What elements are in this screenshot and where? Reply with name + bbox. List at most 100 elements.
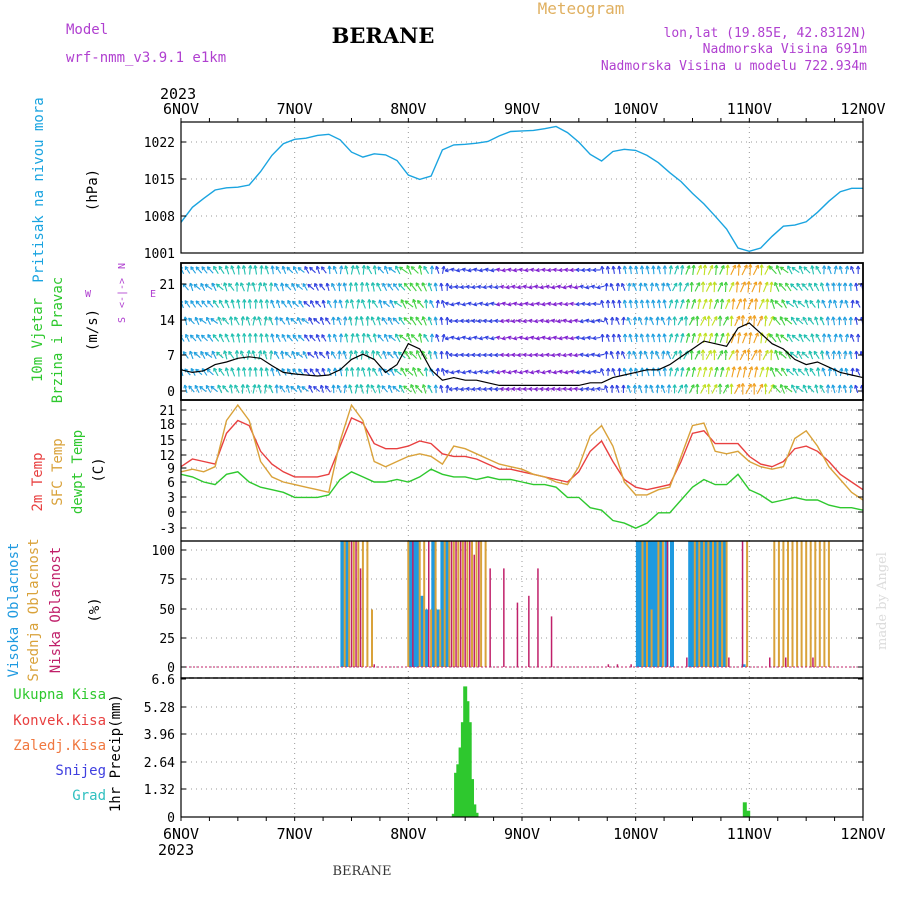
wind-arrow-head bbox=[576, 336, 579, 337]
mid-cloud-bar bbox=[792, 541, 794, 667]
y-tick-label: 1.32 bbox=[144, 783, 175, 798]
compass-s: S bbox=[117, 317, 128, 323]
mid-cloud-bar bbox=[357, 541, 359, 667]
low-cloud-bar bbox=[474, 555, 476, 667]
wind-arrow-head bbox=[796, 386, 800, 387]
high-cloud-bar bbox=[670, 541, 674, 667]
compass-n: N bbox=[117, 263, 128, 269]
x-tick-label-top: 11NOV bbox=[727, 100, 772, 118]
wind-arrow-head bbox=[291, 386, 294, 387]
wind-arrow-head bbox=[768, 367, 769, 370]
wind-arrow-head bbox=[389, 335, 393, 336]
coords-label: lon,lat (19.85E, 42.8312N) bbox=[664, 26, 868, 41]
low-cloud-bar bbox=[351, 541, 353, 667]
wind-arrow-head bbox=[836, 266, 837, 269]
y-tick-label: -3 bbox=[159, 522, 175, 537]
wind-arrow bbox=[404, 318, 411, 325]
wind-arrow-head bbox=[194, 352, 197, 353]
wind-arrow-head bbox=[580, 285, 583, 286]
mid-cloud-bar bbox=[457, 541, 459, 667]
precip-legend-entry: Grad bbox=[72, 788, 106, 804]
wind-arrow-head bbox=[591, 353, 594, 354]
wind-arrow-head bbox=[552, 319, 555, 320]
y-tick-label: 15 bbox=[159, 434, 175, 449]
wind-arrow-head bbox=[512, 285, 515, 286]
mid-cloud-bar bbox=[717, 541, 719, 667]
mid-cloud-bar bbox=[801, 541, 803, 667]
mid-cloud-bar bbox=[819, 541, 821, 667]
wind-arrow-head bbox=[781, 335, 784, 336]
wind-arrow-head bbox=[497, 268, 500, 269]
wind-arrow-head bbox=[842, 300, 843, 303]
wind-arrow-head bbox=[677, 300, 678, 303]
wind-arrow-head bbox=[519, 336, 522, 337]
wind-arrow-head bbox=[353, 266, 354, 269]
wind-arrow-head bbox=[707, 299, 708, 302]
wind-arrow-head bbox=[836, 334, 837, 337]
mid-cloud-bar bbox=[448, 541, 450, 667]
wind-arrow bbox=[411, 335, 418, 342]
precip-bar bbox=[746, 811, 750, 817]
wind-arrow-head bbox=[255, 317, 256, 320]
footer-station: BERANE bbox=[332, 864, 391, 879]
x-tick-label-bottom: 7NOV bbox=[277, 825, 313, 843]
wind-arrow-head bbox=[785, 318, 789, 319]
y-tick-label: 0 bbox=[167, 811, 175, 826]
wind-arrow-head bbox=[757, 367, 758, 370]
cloud-ylabel-2: Srednja Oblacnost bbox=[26, 538, 42, 681]
mid-cloud-bar bbox=[657, 541, 659, 667]
x-tick-label-top: 7NOV bbox=[277, 100, 313, 118]
wind-arrow-head bbox=[729, 367, 730, 371]
mid-cloud-bar bbox=[805, 541, 807, 667]
precip-ylabel: 1hr Precip bbox=[108, 728, 124, 812]
wind-arrow-head bbox=[514, 302, 517, 303]
mid-cloud-bar bbox=[694, 541, 696, 667]
wind-arrow-head bbox=[474, 336, 477, 337]
wind-arrow-head bbox=[296, 285, 299, 286]
low-cloud-bar bbox=[551, 616, 553, 667]
low-cloud-bar bbox=[460, 541, 462, 667]
wind-arrow-head bbox=[563, 319, 566, 320]
wind-arrow-head bbox=[570, 370, 573, 371]
wind-arrow-head bbox=[523, 285, 526, 286]
wind-arrow-head bbox=[502, 302, 505, 303]
wind-arrow-head bbox=[747, 333, 748, 336]
wind-arrow-head bbox=[444, 266, 445, 269]
mid-cloud-bar bbox=[828, 541, 830, 667]
precip-bar bbox=[475, 813, 479, 817]
wind-arrow-head bbox=[763, 367, 764, 370]
mid-cloud-bar bbox=[773, 541, 775, 667]
station-title: BERANE bbox=[332, 23, 435, 48]
mid-cloud-bar bbox=[651, 610, 653, 668]
wind-arrow-head bbox=[796, 318, 799, 319]
wind-arrow-head bbox=[347, 300, 348, 303]
x-tick-label-top: 10NOV bbox=[613, 100, 658, 118]
wind-arrow-head bbox=[485, 268, 488, 269]
mid-cloud-bar bbox=[726, 541, 728, 667]
wind-arrow-head bbox=[779, 352, 782, 353]
wind-arrow-head bbox=[462, 336, 465, 337]
low-cloud-bar bbox=[528, 596, 530, 667]
product-title: Meteogram bbox=[538, 0, 625, 18]
wind-arrow-head bbox=[671, 266, 672, 269]
low-cloud-bar bbox=[355, 541, 357, 667]
wind-arrow-head bbox=[514, 370, 517, 371]
mid-cloud-bar bbox=[703, 541, 705, 667]
low-cloud-bar bbox=[537, 568, 539, 667]
wind-arrow-head bbox=[672, 334, 673, 337]
wind-arrow-head bbox=[249, 350, 250, 353]
wind-arrow-head bbox=[405, 301, 409, 302]
wind-arrow-head bbox=[792, 335, 796, 336]
wind-arrow-head bbox=[740, 367, 741, 371]
precip-unit: (mm) bbox=[108, 694, 124, 728]
wind-arrow-head bbox=[479, 302, 482, 303]
wind-arrow-head bbox=[840, 385, 841, 388]
y-tick-label: 0 bbox=[167, 385, 175, 400]
wind-arrow-head bbox=[357, 316, 358, 319]
wind-arrow-head bbox=[196, 369, 200, 370]
wind-arrow-head bbox=[752, 367, 753, 370]
wind-arrow-head bbox=[383, 301, 386, 302]
y-tick-label: 12 bbox=[159, 449, 175, 464]
wind-arrow-head bbox=[746, 367, 747, 370]
